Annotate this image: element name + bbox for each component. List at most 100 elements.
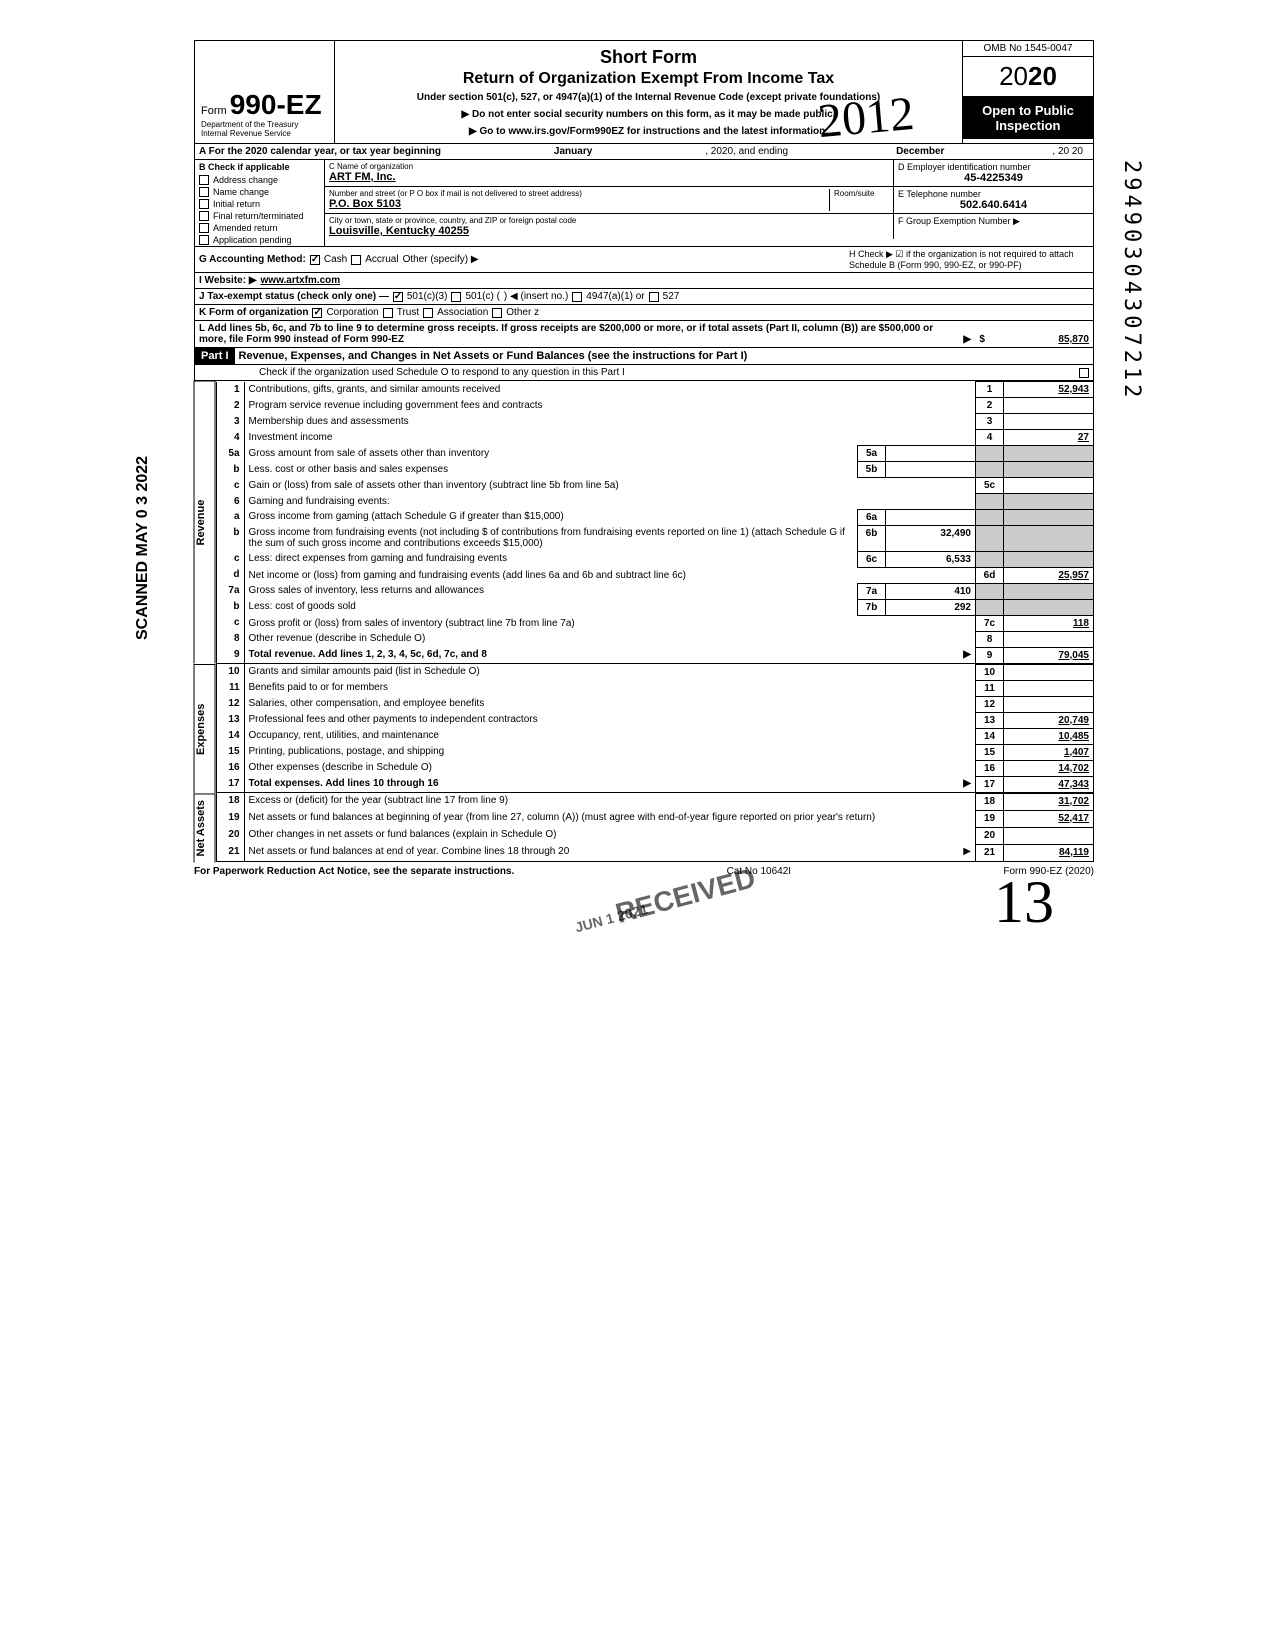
mid-line-number: 7a	[858, 583, 886, 599]
line-row: 12Salaries, other compensation, and empl…	[216, 696, 1093, 712]
line-description: Less: cost of goods sold	[244, 599, 857, 615]
lbl-amended: Amended return	[213, 223, 278, 233]
right-line-number: 8	[976, 631, 1004, 647]
handwritten-year: 2012	[816, 86, 916, 149]
lbl-name-change: Name change	[213, 187, 269, 197]
line-description: Total revenue. Add lines 1, 2, 3, 4, 5c,…	[244, 647, 975, 663]
checkbox-initial-return[interactable]	[199, 199, 209, 209]
row-j: J Tax-exempt status (check only one) — 5…	[194, 289, 1094, 305]
part-1-label: Part I	[195, 348, 235, 364]
right-line-value	[1004, 398, 1094, 414]
checkbox-association[interactable]	[423, 308, 433, 318]
right-line-value	[1004, 446, 1094, 462]
part-1-header: Part I Revenue, Expenses, and Changes in…	[194, 348, 1094, 365]
website-value: www.artxfm.com	[261, 275, 341, 286]
part-1-check: Check if the organization used Schedule …	[194, 365, 1094, 381]
line-number: 15	[216, 744, 244, 760]
address-value: P.O. Box 5103	[329, 198, 829, 210]
line-row: bLess: cost of goods sold7b292	[216, 599, 1093, 615]
lbl-accrual: Accrual	[365, 254, 398, 265]
right-line-number: 1	[976, 382, 1004, 398]
mid-line-number: 6b	[858, 525, 886, 551]
phone-value: 502.640.6414	[898, 199, 1089, 211]
line-row: bGross income from fundraising events (n…	[216, 525, 1093, 551]
right-line-number: 2	[976, 398, 1004, 414]
right-line-value	[1004, 551, 1094, 567]
line-description: Investment income	[244, 430, 975, 446]
lbl-app-pending: Application pending	[213, 235, 292, 245]
line-row: 3Membership dues and assessments3	[216, 414, 1093, 430]
line-description: Other revenue (describe in Schedule O)	[244, 631, 975, 647]
line-description: Gross income from fundraising events (no…	[244, 525, 857, 551]
right-line-value: 79,045	[1004, 647, 1094, 663]
right-line-value	[1004, 525, 1094, 551]
line-description: Membership dues and assessments	[244, 414, 975, 430]
line-number: b	[216, 462, 244, 478]
row-l: L Add lines 5b, 6c, and 7b to line 9 to …	[194, 321, 1094, 348]
line-row: 21Net assets or fund balances at end of …	[216, 844, 1093, 861]
line-description: Less. cost or other basis and sales expe…	[244, 462, 857, 478]
checkbox-address-change[interactable]	[199, 175, 209, 185]
line-number: 12	[216, 696, 244, 712]
checkbox-527[interactable]	[649, 292, 659, 302]
vlabel-net-assets: Net Assets	[194, 793, 216, 862]
checkbox-trust[interactable]	[383, 308, 393, 318]
right-line-value: 14,702	[1004, 760, 1094, 776]
line-row: 19Net assets or fund balances at beginni…	[216, 810, 1093, 827]
right-line-value	[1004, 696, 1094, 712]
checkbox-501c[interactable]	[451, 292, 461, 302]
line-number: a	[216, 509, 244, 525]
line-number: 21	[216, 844, 244, 861]
lbl-4947: 4947(a)(1) or	[586, 291, 644, 302]
line-row: 13Professional fees and other payments t…	[216, 712, 1093, 728]
line-number: 11	[216, 680, 244, 696]
mid-line-value: 410	[886, 583, 976, 599]
page-footer: For Paperwork Reduction Act Notice, see …	[194, 862, 1094, 877]
org-name: ART FM, Inc.	[329, 171, 889, 183]
checkbox-final-return[interactable]	[199, 211, 209, 221]
right-line-number	[976, 525, 1004, 551]
checkbox-name-change[interactable]	[199, 187, 209, 197]
right-line-number: 10	[976, 664, 1004, 680]
ein-value: 45-4225349	[898, 172, 1089, 184]
right-line-number: 21	[976, 844, 1004, 861]
line-number: b	[216, 599, 244, 615]
checkbox-amended[interactable]	[199, 223, 209, 233]
section-b: B Check if applicable Address change Nam…	[195, 160, 325, 246]
lbl-room: Room/suite	[829, 189, 889, 211]
checkbox-other-org[interactable]	[492, 308, 502, 318]
right-line-number	[976, 509, 1004, 525]
lbl-501c: 501(c) (	[465, 291, 499, 302]
lbl-association: Association	[437, 307, 488, 318]
checkbox-accrual[interactable]	[351, 255, 361, 265]
checkbox-app-pending[interactable]	[199, 235, 209, 245]
line-description: Program service revenue including govern…	[244, 398, 975, 414]
form-header: Form 990-EZ Department of the Treasury I…	[194, 40, 1094, 144]
mid-line-value: 32,490	[886, 525, 976, 551]
checkbox-4947[interactable]	[572, 292, 582, 302]
line-number: 16	[216, 760, 244, 776]
omb-number: OMB No 1545-0047	[963, 41, 1093, 57]
line-number: 3	[216, 414, 244, 430]
checkbox-cash[interactable]	[310, 255, 320, 265]
line-description: Gross sales of inventory, less returns a…	[244, 583, 857, 599]
right-line-number: 4	[976, 430, 1004, 446]
line-description: Gross amount from sale of assets other t…	[244, 446, 857, 462]
line-row: dNet income or (loss) from gaming and fu…	[216, 567, 1093, 583]
right-line-number: 12	[976, 696, 1004, 712]
mid-line-value	[886, 446, 976, 462]
right-line-value: 52,943	[1004, 382, 1094, 398]
section-h: H Check ▶ ☑ if the organization is not r…	[849, 249, 1089, 270]
right-line-number	[976, 599, 1004, 615]
right-line-number	[976, 446, 1004, 462]
right-line-value: 10,485	[1004, 728, 1094, 744]
line-row: 8Other revenue (describe in Schedule O)8	[216, 631, 1093, 647]
checkbox-schedule-o[interactable]	[1079, 368, 1089, 378]
checkbox-501c3[interactable]	[393, 292, 403, 302]
line-number: c	[216, 615, 244, 631]
right-line-number: 18	[976, 793, 1004, 810]
main-title: Return of Organization Exempt From Incom…	[345, 70, 952, 88]
vlabel-expenses: Expenses	[194, 664, 216, 793]
right-line-value: 31,702	[1004, 793, 1094, 810]
checkbox-corporation[interactable]	[312, 308, 322, 318]
